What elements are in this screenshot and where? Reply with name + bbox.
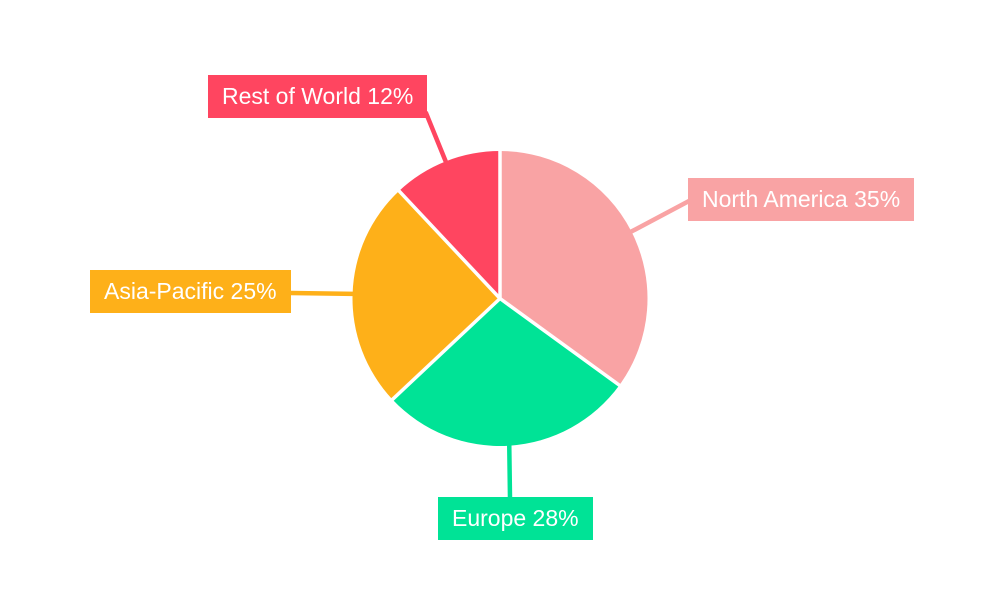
pie-slice-rest-of-world[interactable] (399, 151, 500, 299)
pie-label-asia-pacific: Asia-Pacific 25% (90, 270, 291, 313)
leader-line-north-america (629, 198, 692, 234)
leader-line-rest-of-world (423, 110, 448, 164)
slice-separator (498, 297, 621, 387)
pie-slice-asia-pacific[interactable] (352, 190, 500, 400)
slice-separator (397, 189, 502, 300)
leader-line-europe (507, 443, 513, 501)
pie-label-europe: Europe 28% (438, 497, 593, 540)
pie-slice-north-america[interactable] (500, 150, 648, 386)
pie-label-rest-of-world: Rest of World 12% (208, 75, 428, 118)
slice-separator (390, 297, 502, 402)
pie-slice-europe[interactable] (392, 298, 620, 446)
pie-label-north-america: North America 35% (688, 178, 915, 221)
leader-line-asia-pacific (288, 290, 355, 297)
